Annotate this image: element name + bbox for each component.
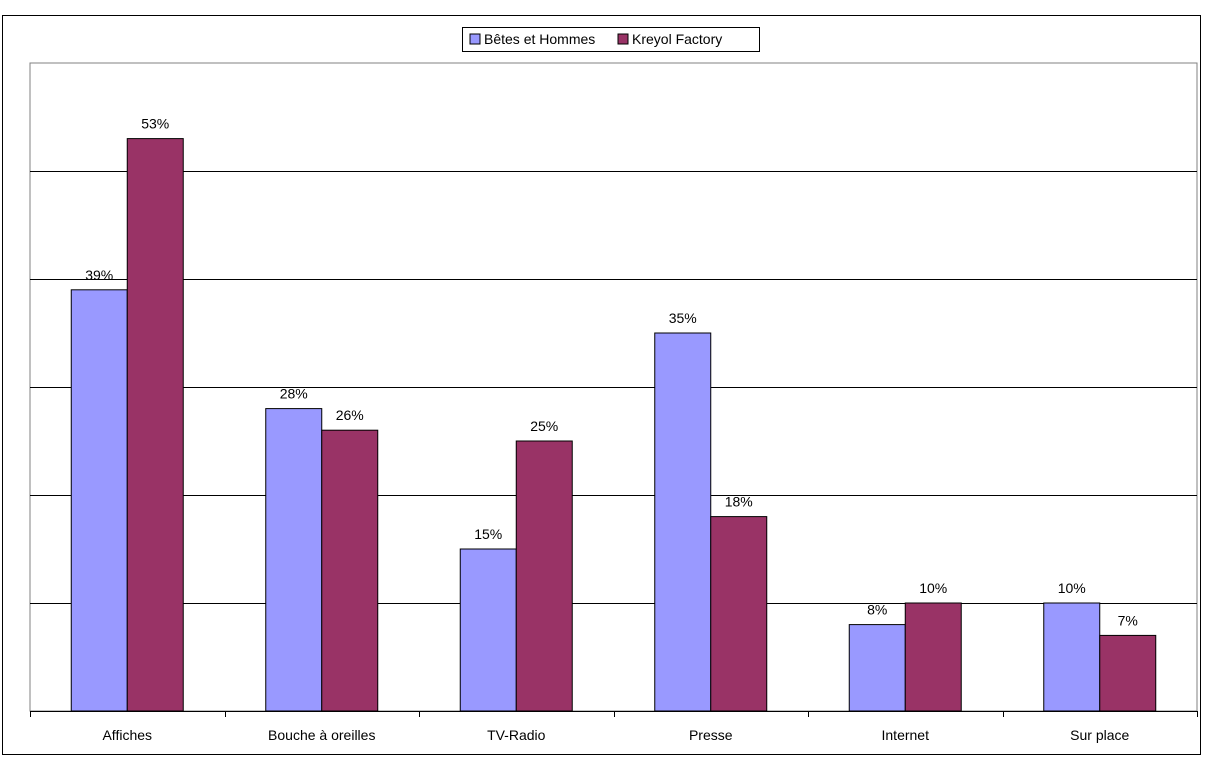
bar bbox=[1043, 602, 1101, 712]
data-label: 15% bbox=[474, 526, 502, 542]
legend-box bbox=[462, 27, 760, 52]
data-label: 18% bbox=[725, 494, 753, 510]
bar bbox=[70, 289, 128, 712]
legend-swatch bbox=[469, 33, 481, 45]
bar bbox=[904, 602, 962, 712]
data-label: 35% bbox=[669, 310, 697, 326]
x-tick-label: Sur place bbox=[1070, 727, 1129, 743]
bar bbox=[1099, 634, 1157, 712]
x-tick-label: Affiches bbox=[102, 727, 152, 743]
plot-area: 39% 53% Affiches 28% 26% Bouche à oreilles 15%… bbox=[29, 62, 1198, 743]
bar bbox=[710, 516, 768, 712]
legend-label: Bêtes et Hommes bbox=[484, 31, 595, 47]
data-label: 53% bbox=[141, 116, 169, 132]
bar bbox=[459, 548, 517, 712]
legend: Bêtes et Hommes Kreyol Factory bbox=[462, 27, 760, 52]
bar bbox=[126, 138, 184, 712]
data-label: 7% bbox=[1118, 612, 1138, 628]
x-tick-label: Bouche à oreilles bbox=[268, 727, 375, 743]
data-label: 10% bbox=[1058, 580, 1086, 596]
data-label: 8% bbox=[867, 602, 887, 618]
bar bbox=[321, 429, 379, 712]
bar bbox=[515, 440, 573, 712]
x-tick-label: TV-Radio bbox=[487, 727, 546, 743]
bar bbox=[265, 408, 323, 712]
x-tick-label: Presse bbox=[689, 727, 733, 743]
bar bbox=[654, 332, 712, 712]
legend-label: Kreyol Factory bbox=[632, 31, 722, 47]
x-tick-label: Internet bbox=[882, 727, 930, 743]
data-label: 26% bbox=[336, 407, 364, 423]
bar bbox=[848, 624, 906, 712]
data-label: 28% bbox=[280, 386, 308, 402]
data-label: 39% bbox=[85, 267, 113, 283]
data-label: 25% bbox=[530, 418, 558, 434]
data-label: 10% bbox=[919, 580, 947, 596]
legend-swatch bbox=[617, 33, 629, 45]
